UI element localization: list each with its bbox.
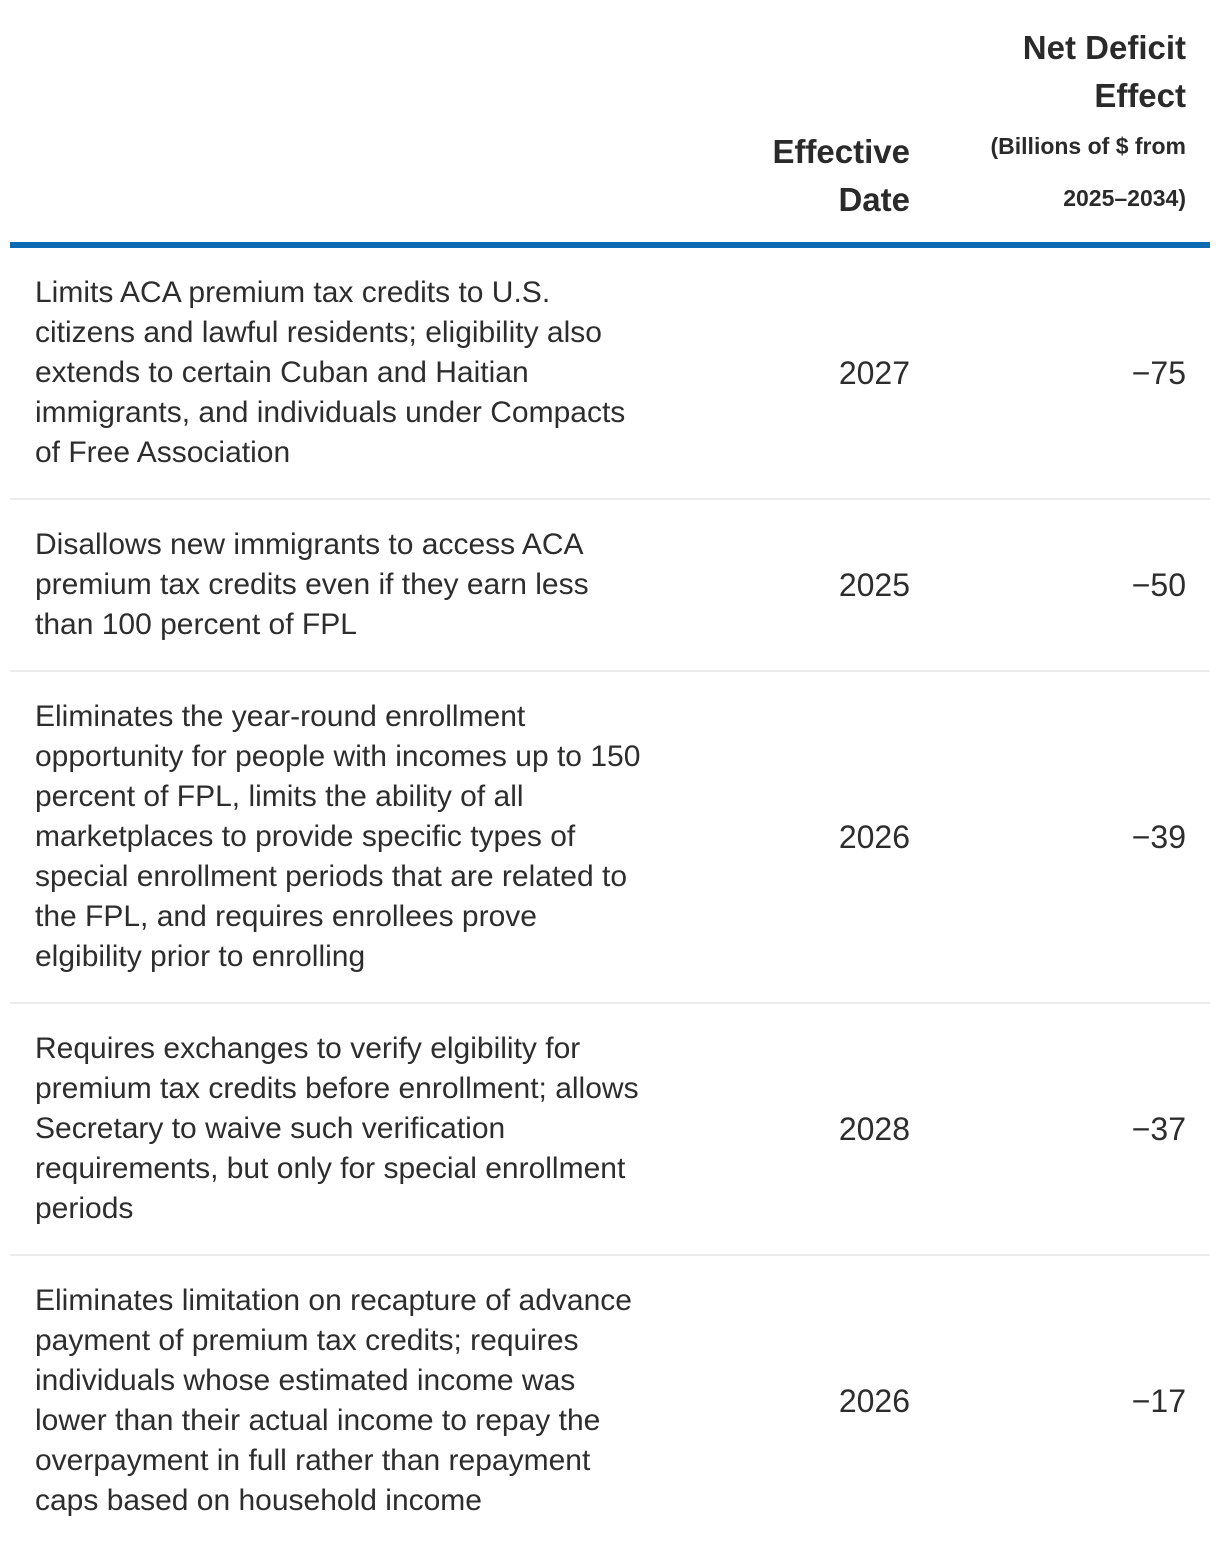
header-row: Effective Date Net Deficit Effect (Billi… xyxy=(10,0,1210,248)
table-row: Eliminates limitation on recapture of ad… xyxy=(10,1255,1210,1546)
net-deficit-title: Net Deficit Effect xyxy=(1022,29,1186,114)
policy-description: Requires exchanges to verify elgibility … xyxy=(10,1003,655,1256)
net-deficit-value: −39 xyxy=(910,671,1210,1004)
table-row: Limits ACA premium tax credits to U.S. c… xyxy=(10,245,1210,500)
policy-description: Eliminates limitation on recapture of ad… xyxy=(35,1284,632,1517)
policy-table-container: Effective Date Net Deficit Effect (Billi… xyxy=(10,0,1210,1546)
table-row: Disallows new immigrants to access ACA p… xyxy=(10,499,1210,672)
net-deficit-value: −37 xyxy=(910,1003,1210,1256)
effective-date-value: 2025 xyxy=(655,499,910,672)
policy-description: Eliminates the year-round enrollment opp… xyxy=(10,671,655,1004)
net-deficit-value: −17 xyxy=(1131,1382,1186,1419)
effective-date-value: 2028 xyxy=(655,1003,910,1256)
net-deficit-value: −50 xyxy=(910,499,1210,672)
policy-description: Limits ACA premium tax credits to U.S. c… xyxy=(10,245,655,500)
effective-date-value: 2027 xyxy=(655,245,910,500)
table-row: Eliminates the year-round enrollment opp… xyxy=(10,671,1210,1004)
net-deficit-value: −75 xyxy=(910,245,1210,500)
description-column-header xyxy=(10,0,655,248)
net-deficit-subtitle: (Billions of $ from 2025–2034) xyxy=(990,133,1187,211)
effective-date-column-header: Effective Date xyxy=(655,0,910,248)
table-row: Requires exchanges to verify elgibility … xyxy=(10,1003,1210,1256)
policy-description: Disallows new immigrants to access ACA p… xyxy=(10,499,655,672)
effective-date-label: Effective Date xyxy=(772,133,910,218)
net-deficit-column-header: Net Deficit Effect (Billions of $ from 2… xyxy=(910,0,1210,248)
effective-date-value: 2026 xyxy=(655,671,910,1004)
effective-date-value: 2026 xyxy=(838,1382,910,1419)
policy-effects-table: Effective Date Net Deficit Effect (Billi… xyxy=(10,0,1210,1546)
